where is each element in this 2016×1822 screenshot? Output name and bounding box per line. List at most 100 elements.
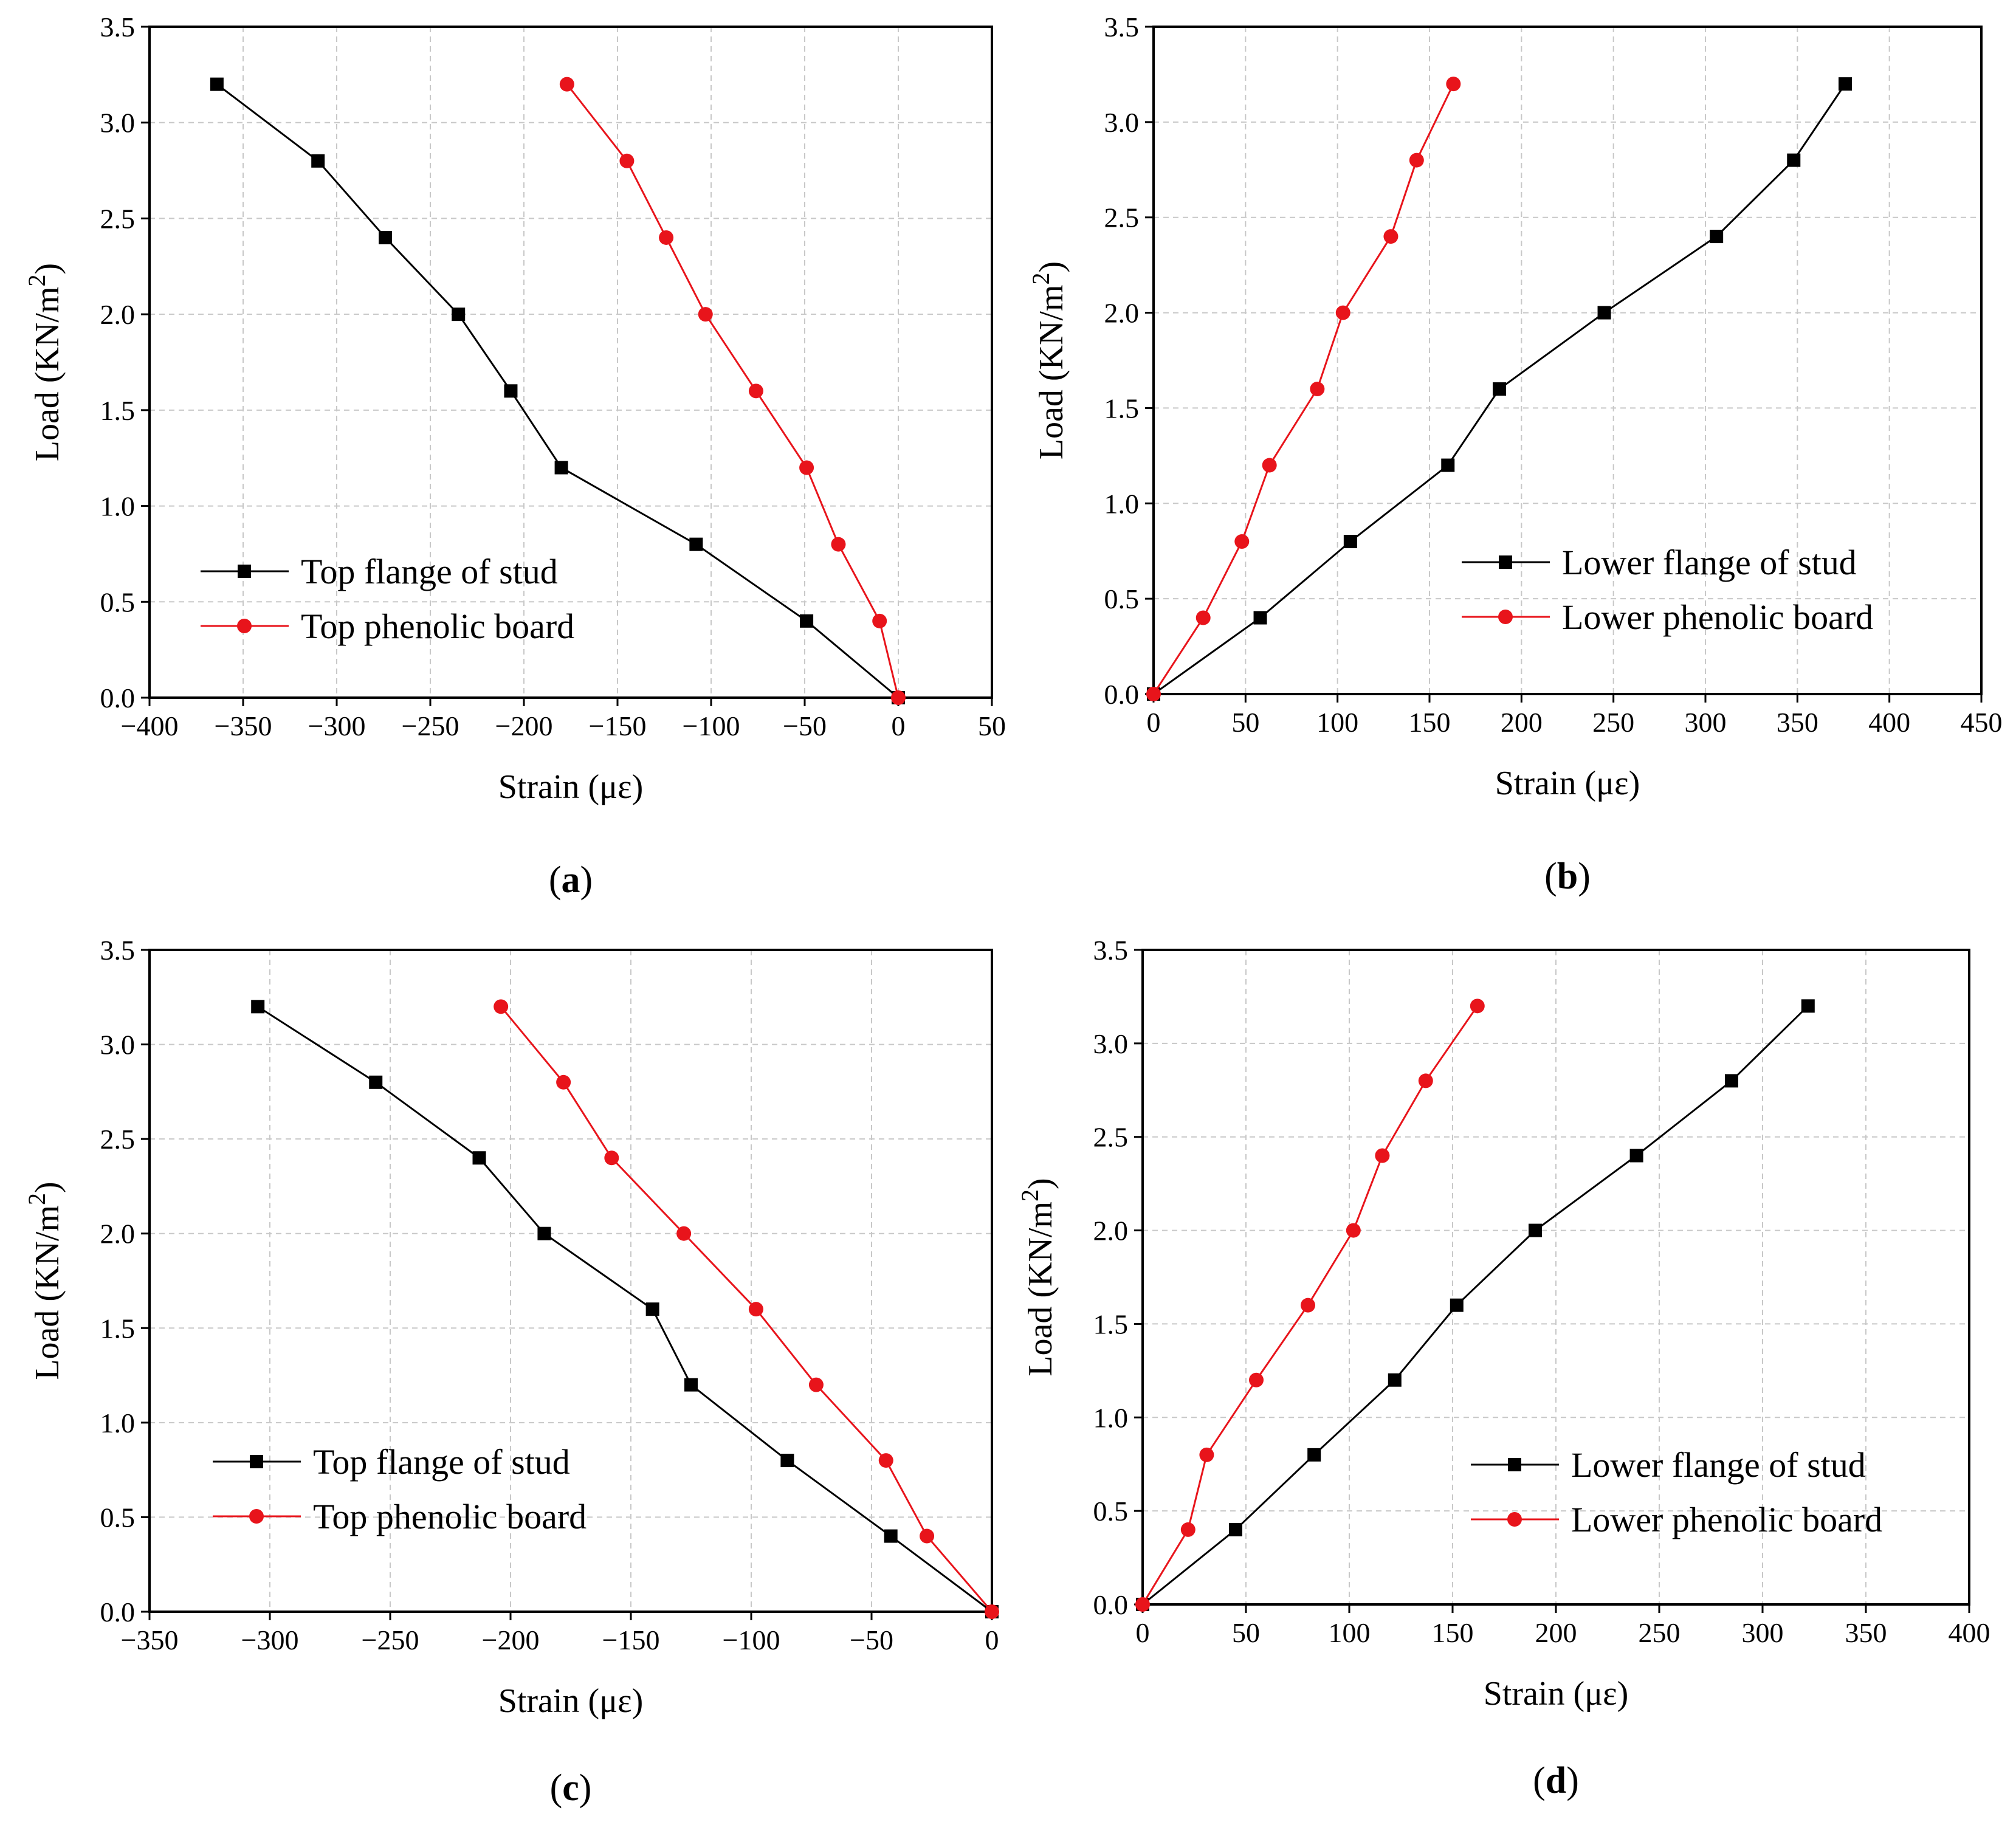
- data-point: [1249, 1372, 1264, 1387]
- data-point: [210, 77, 224, 91]
- data-point: [1343, 535, 1357, 549]
- y-axis-label-superscript: 2: [23, 274, 50, 286]
- data-point: [698, 307, 713, 322]
- legend-label: Top flange of stud: [301, 552, 558, 591]
- data-point: [799, 460, 814, 475]
- y-tick-label: 0.5: [1093, 1496, 1129, 1527]
- panel-label-open: (: [1533, 1760, 1546, 1801]
- x-tick-label: 450: [1961, 707, 2003, 738]
- data-point: [1629, 1149, 1643, 1163]
- y-tick-label: 3.5: [1093, 935, 1129, 966]
- y-axis-label-close: ): [29, 263, 66, 275]
- grid: [149, 26, 993, 698]
- y-tick-label: 3.0: [1093, 1028, 1129, 1059]
- data-point: [1310, 382, 1325, 397]
- y-axis-label-close: ): [1033, 261, 1070, 273]
- panel-label-letter: c: [562, 1767, 579, 1809]
- legend-marker: [237, 619, 252, 633]
- series-line: [566, 83, 900, 698]
- plot-frame: [148, 949, 993, 1613]
- data-point: [684, 1378, 698, 1392]
- legend: Top flange of stud Top phenolic board: [213, 1442, 587, 1536]
- y-axis-label-close: ): [1022, 1178, 1059, 1189]
- legend-marker: [249, 1509, 264, 1524]
- data-point: [1383, 229, 1398, 244]
- data-point: [1262, 458, 1277, 473]
- data-point: [831, 537, 846, 552]
- data-point: [1529, 1223, 1542, 1237]
- x-tick-label: −350: [215, 710, 272, 741]
- y-axis-label-close: ): [29, 1181, 66, 1193]
- panel-label-close: ): [580, 859, 593, 901]
- x-tick-label: 0: [892, 710, 906, 741]
- data-point: [1418, 1073, 1433, 1088]
- y-axis-label-text: Load (KN/m: [1033, 284, 1070, 459]
- data-point: [808, 1377, 824, 1392]
- y-axis-label: Load (KN/m2): [23, 263, 66, 461]
- y-tick-label: 0.5: [1104, 583, 1140, 614]
- series-phenolic-board: [494, 999, 999, 1619]
- chart-panel-b: 0 50 100 150 200 250 300 350 400 450 0.0 0.5 1.0 1.5 2…: [1027, 12, 2003, 897]
- data-point: [604, 1150, 619, 1166]
- data-point: [1493, 382, 1507, 396]
- y-tick-label: 1.5: [100, 1313, 136, 1344]
- panel-label-close: ): [1566, 1760, 1579, 1801]
- data-point: [504, 384, 518, 398]
- data-point: [1388, 1373, 1402, 1387]
- x-tick-label: 0: [1147, 707, 1161, 738]
- data-point: [1301, 1298, 1315, 1313]
- data-point: [1180, 1522, 1195, 1537]
- x-tick-label: −250: [362, 1624, 419, 1655]
- y-tick-label: 3.5: [100, 935, 136, 966]
- x-tick-label: 150: [1409, 707, 1451, 738]
- legend-marker: [1498, 610, 1513, 624]
- plot-frame: [1152, 26, 1983, 695]
- panel-label-open: (: [1544, 856, 1557, 897]
- panel-label: (d): [1533, 1760, 1579, 1801]
- x-tick-label: −250: [402, 710, 459, 741]
- data-point: [537, 1226, 551, 1240]
- x-tick-label: −50: [783, 710, 827, 741]
- data-point: [1234, 534, 1250, 549]
- x-axis-label: Strain (με): [498, 768, 644, 806]
- y-tick-label: 0.0: [100, 682, 136, 713]
- y-tick-label: 1.5: [100, 395, 136, 426]
- x-tick-label: 100: [1316, 707, 1358, 738]
- panel-label: (a): [549, 859, 593, 901]
- x-tick-label: 200: [1501, 707, 1543, 738]
- data-point: [780, 1454, 794, 1468]
- y-tick-label: 1.5: [1093, 1308, 1129, 1339]
- y-axis-label: Load (KN/m2): [1027, 261, 1070, 459]
- series-stud: [1147, 77, 1853, 701]
- data-point: [472, 1151, 486, 1165]
- data-point: [985, 1604, 999, 1619]
- data-point: [645, 1302, 659, 1316]
- y-axis-label: Load (KN/m2): [1016, 1178, 1059, 1376]
- x-tick-label: 300: [1685, 707, 1727, 738]
- series-stud: [1136, 999, 1815, 1611]
- x-tick-label: −300: [308, 710, 366, 741]
- data-point: [872, 613, 887, 628]
- data-point: [369, 1075, 383, 1089]
- y-tick-label: 2.5: [1104, 202, 1140, 233]
- y-axis-label-text: Load (KN/m: [1022, 1201, 1059, 1377]
- legend-marker: [238, 565, 251, 578]
- x-tick-label: 200: [1535, 1617, 1577, 1648]
- data-point: [1441, 458, 1455, 472]
- data-point: [1135, 1597, 1150, 1612]
- y-tick-label: 2.0: [1093, 1215, 1129, 1246]
- data-point: [800, 614, 814, 628]
- x-tick-label: −350: [121, 1624, 179, 1655]
- x-tick-label: 250: [1639, 1617, 1681, 1648]
- x-tick-label: 100: [1329, 1617, 1371, 1648]
- y-tick-label: 0.5: [100, 586, 136, 617]
- data-point: [559, 77, 574, 92]
- y-tick-label: 1.5: [1104, 393, 1140, 424]
- chart-panel-c: −350 −300 −250 −200 −150 −100 −50 0 0.0 0.5 1.0 1.5…: [23, 935, 999, 1809]
- data-point: [748, 383, 763, 399]
- x-axis-label: Strain (με): [1484, 1675, 1629, 1713]
- y-tick-label: 0.0: [100, 1597, 136, 1628]
- panel-label-letter: d: [1546, 1760, 1566, 1801]
- x-tick-label: 50: [1232, 1617, 1260, 1648]
- series-phenolic-board: [559, 77, 906, 705]
